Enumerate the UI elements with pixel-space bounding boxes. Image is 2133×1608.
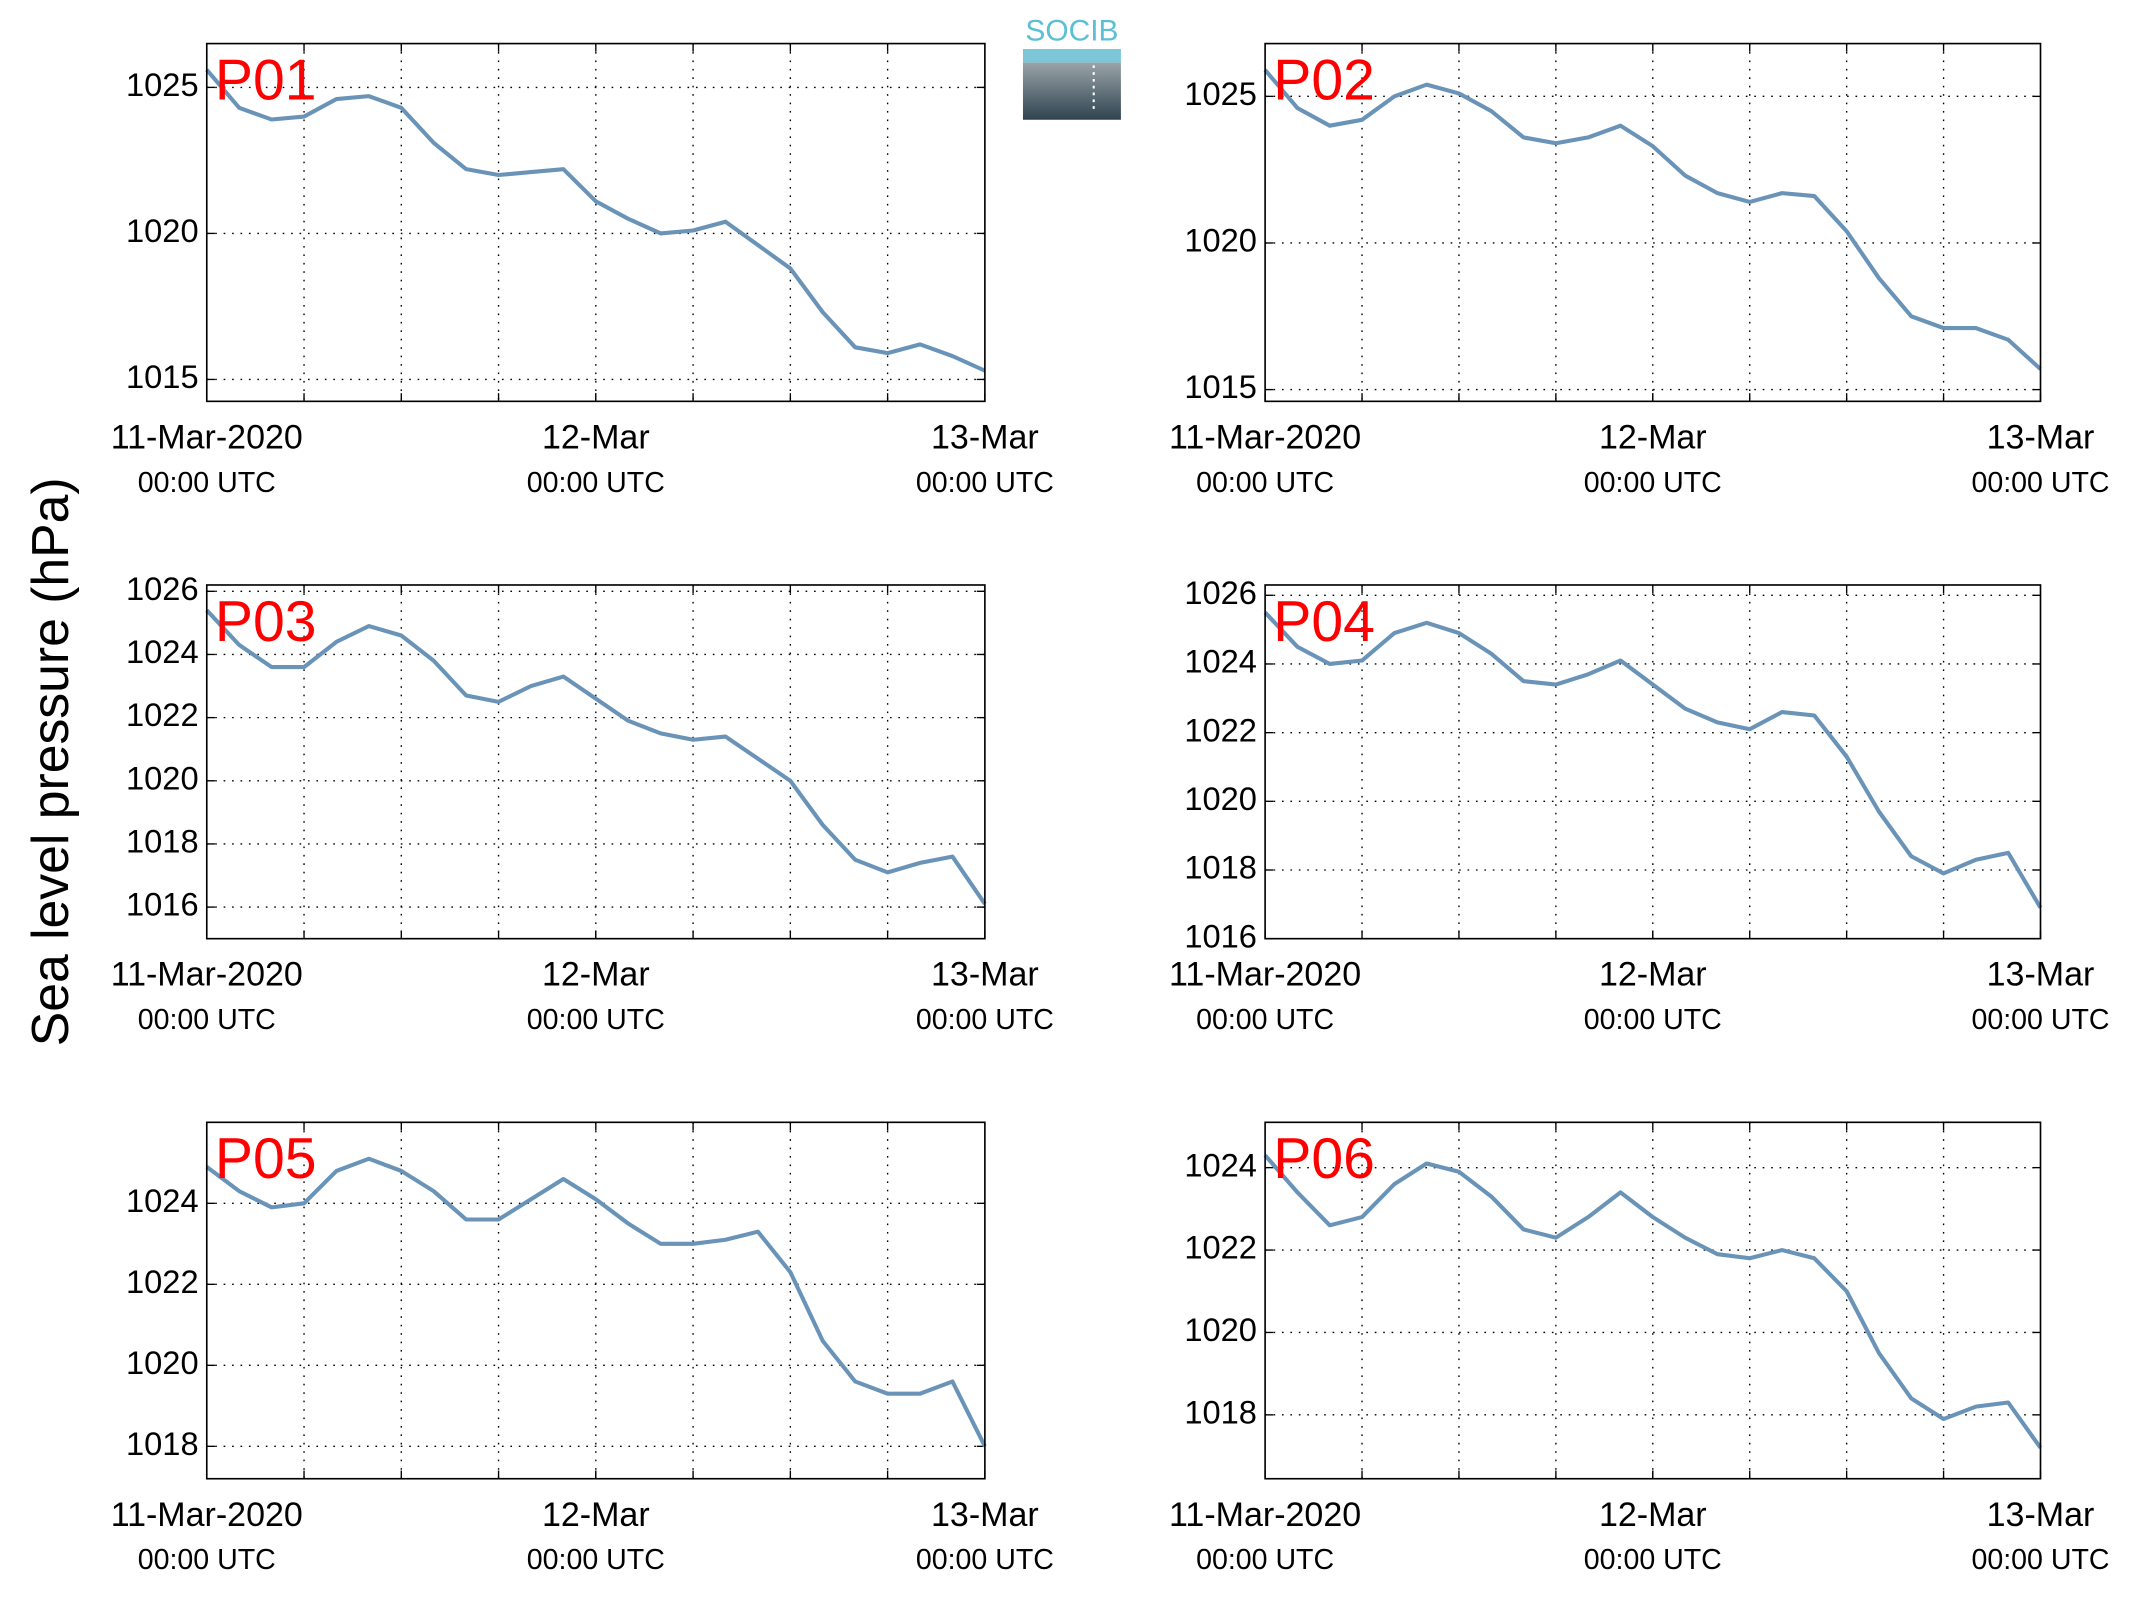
x-tick-sublabel: 00:00 UTC	[1971, 1544, 2109, 1576]
x-tick-label: 12-Mar	[1599, 956, 1707, 994]
panel-title: P01	[215, 48, 317, 112]
x-tick-label: 12-Mar	[1599, 418, 1707, 456]
x-tick-sublabel: 00:00 UTC	[1971, 467, 2109, 499]
panel: 1016 1018 1020 1022 1024 1026 11-Mar-2020 00:00…	[111, 570, 1054, 1036]
x-tick-sublabel: 00:00 UTC	[1196, 467, 1334, 499]
x-tick-label: 12-Mar	[1599, 1496, 1707, 1534]
axes-frame	[205, 584, 986, 940]
x-tick-label: 11-Mar-2020	[111, 956, 303, 994]
x-tick-label: 13-Mar	[931, 418, 1039, 456]
y-tick-label: 1016	[126, 886, 199, 923]
y-tick-label: 1020	[126, 212, 199, 249]
x-tick-label: 13-Mar	[931, 1496, 1039, 1534]
y-tick-label: 1020	[126, 759, 199, 796]
y-tick-label: 1018	[1184, 1393, 1257, 1430]
y-tick-label: 1022	[1184, 711, 1257, 748]
x-tick-label: 13-Mar	[931, 956, 1039, 994]
x-tick-sublabel: 00:00 UTC	[138, 467, 276, 499]
x-tick-sublabel: 00:00 UTC	[916, 1004, 1054, 1036]
y-tick-label: 1026	[1184, 574, 1257, 611]
x-tick-sublabel: 00:00 UTC	[1584, 467, 1722, 499]
x-tick-sublabel: 00:00 UTC	[1971, 1004, 2109, 1036]
panel: 1018 1020 1022 1024 11-Mar-2020 00:00 UTC 12-M…	[1169, 1121, 2110, 1576]
axes-frame	[205, 42, 986, 403]
x-tick-sublabel: 00:00 UTC	[916, 1544, 1054, 1576]
data-line	[1263, 1153, 2043, 1450]
y-tick-label: 1025	[126, 66, 199, 103]
data-line	[205, 608, 987, 906]
x-tick-label: 11-Mar-2020	[1169, 418, 1361, 456]
y-tick-label: 1016	[1184, 917, 1257, 954]
x-tick-sublabel: 00:00 UTC	[916, 467, 1054, 499]
panel: 1018 1020 1022 1024 11-Mar-2020 00:00 UTC 12-M…	[111, 1121, 1054, 1576]
logo-text: SOCIB	[1025, 15, 1118, 48]
y-tick-label: 1018	[1184, 849, 1257, 886]
x-tick-sublabel: 00:00 UTC	[138, 1544, 276, 1576]
y-tick-label: 1015	[126, 358, 199, 395]
axes-frame	[205, 1121, 986, 1480]
x-tick-label: 13-Mar	[1987, 418, 2095, 456]
y-tick-label: 1024	[126, 1182, 199, 1219]
y-tick-label: 1024	[1184, 643, 1257, 680]
y-tick-label: 1025	[1184, 75, 1257, 112]
y-tick-label: 1022	[126, 696, 199, 733]
panel-title: P05	[215, 1127, 317, 1191]
y-tick-label: 1018	[126, 1425, 199, 1462]
y-tick-label: 1020	[1184, 222, 1257, 259]
y-tick-label: 1020	[1184, 780, 1257, 817]
x-tick-label: 12-Mar	[542, 1496, 650, 1534]
y-tick-label: 1024	[1184, 1146, 1257, 1183]
panel-title: P04	[1273, 590, 1375, 654]
x-tick-sublabel: 00:00 UTC	[138, 1004, 276, 1036]
logo: SOCIB	[1022, 15, 1121, 120]
y-tick-label: 1024	[126, 633, 199, 670]
data-line	[205, 68, 986, 373]
y-tick-label: 1018	[126, 823, 199, 860]
x-tick-label: 11-Mar-2020	[1169, 956, 1361, 994]
logo-band	[1022, 49, 1121, 63]
plot-area	[1265, 584, 2041, 939]
y-tick-label: 1020	[1184, 1311, 1257, 1348]
y-tick-label: 1020	[126, 1344, 199, 1381]
x-tick-label: 11-Mar-2020	[111, 1496, 303, 1534]
plot-area	[206, 584, 985, 939]
x-tick-sublabel: 00:00 UTC	[1584, 1004, 1722, 1036]
x-tick-label: 12-Mar	[542, 956, 650, 994]
logo-block	[1022, 62, 1121, 120]
panel-title: P02	[1273, 48, 1375, 112]
axes-frame	[1264, 1121, 2042, 1480]
panel: 1015 1020 1025 11-Mar-2020 00:00 UTC 12-Mar 00…	[1169, 42, 2110, 499]
panel: 1016 1018 1020 1022 1024 1026 11-Mar-2020 00:00…	[1169, 574, 2109, 1036]
axes-frame	[1264, 584, 2042, 940]
x-tick-sublabel: 00:00 UTC	[1196, 1544, 1334, 1576]
panel-title: P03	[215, 590, 317, 654]
panel-title: P06	[1273, 1127, 1375, 1191]
data-line	[1263, 611, 2043, 909]
x-tick-label: 13-Mar	[1987, 1496, 2095, 1534]
x-tick-label: 11-Mar-2020	[1169, 1496, 1361, 1534]
panel: 1015 1020 1025 11-Mar-2020 00:00 UTC 12-Mar 00…	[111, 42, 1054, 499]
y-axis-label: Sea level pressure (hPa)	[21, 477, 79, 1046]
y-tick-label: 1015	[1184, 368, 1257, 405]
x-tick-sublabel: 00:00 UTC	[527, 1004, 665, 1036]
x-tick-label: 12-Mar	[542, 418, 650, 456]
x-tick-sublabel: 00:00 UTC	[1196, 1004, 1334, 1036]
x-tick-sublabel: 00:00 UTC	[527, 467, 665, 499]
data-line	[205, 1156, 987, 1448]
x-tick-label: 11-Mar-2020	[111, 418, 303, 456]
y-tick-label: 1026	[126, 570, 199, 607]
y-tick-label: 1022	[1184, 1229, 1257, 1266]
x-tick-sublabel: 00:00 UTC	[527, 1544, 665, 1576]
data-line	[1263, 68, 2042, 371]
x-tick-label: 13-Mar	[1987, 956, 2095, 994]
x-tick-sublabel: 00:00 UTC	[1584, 1544, 1722, 1576]
axes-frame	[1264, 42, 2042, 403]
y-tick-label: 1022	[126, 1263, 199, 1300]
